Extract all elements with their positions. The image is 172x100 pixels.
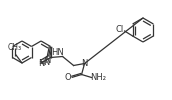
Text: CH₃: CH₃	[8, 43, 22, 52]
Text: HN: HN	[51, 48, 64, 57]
Text: N: N	[81, 59, 88, 68]
Text: NH₂: NH₂	[91, 73, 107, 82]
Text: N: N	[44, 56, 51, 65]
Text: O: O	[64, 73, 71, 82]
Text: Cl: Cl	[115, 26, 124, 34]
Text: ≡N: ≡N	[39, 58, 51, 67]
Text: N: N	[38, 58, 44, 68]
